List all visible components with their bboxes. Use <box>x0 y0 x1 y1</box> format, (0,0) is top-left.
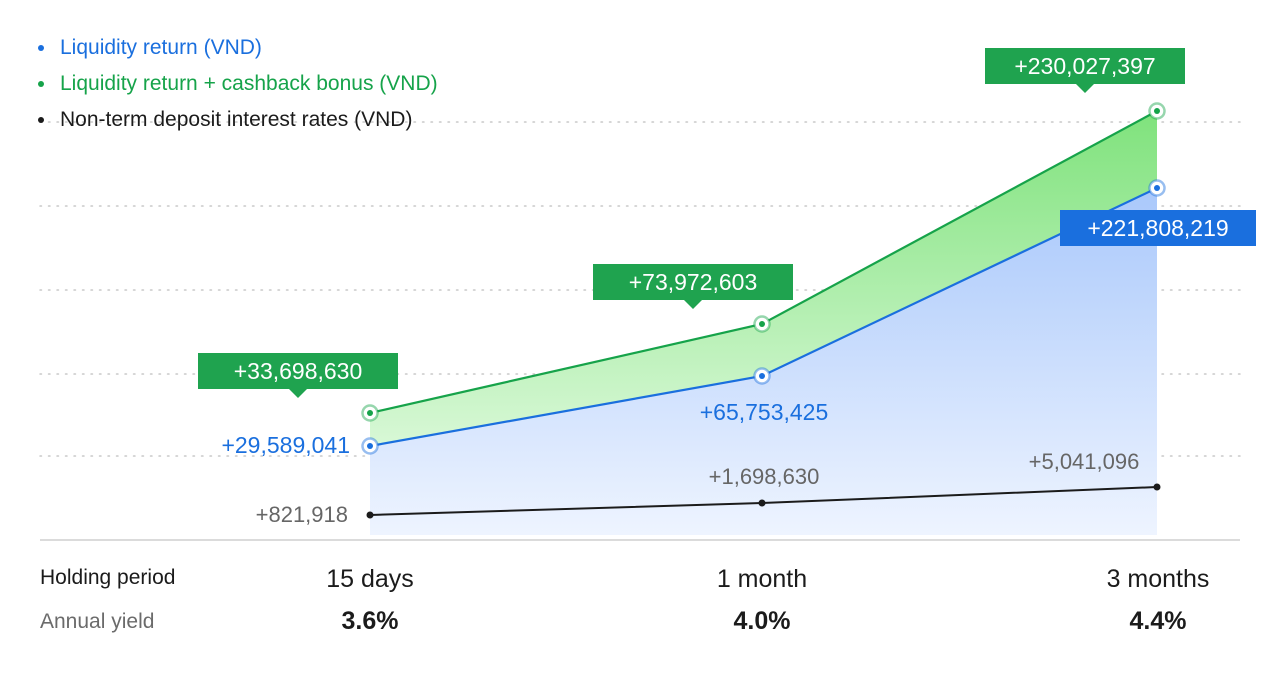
legend-label: Liquidity return (VND) <box>60 36 262 59</box>
point-non-term-1 <box>758 499 766 507</box>
chart-legend: Liquidity return (VND) Liquidity return … <box>38 30 438 138</box>
yield-15-days: 3.6% <box>341 607 399 635</box>
data-label-cashback-15-days-box <box>198 353 398 389</box>
data-label-liquidity-3-months-box <box>1060 210 1256 246</box>
data-label-cashback-1-month-box <box>593 264 793 300</box>
point-non-term-2 <box>1153 483 1161 491</box>
data-label-liquidity-3-months: +221,808,219 <box>1087 215 1228 241</box>
point-cashback-2-center <box>1154 108 1160 114</box>
annual-yield-label: Annual yield <box>40 610 155 633</box>
data-label-cashback-1-month: +73,972,603 <box>629 269 758 295</box>
period-1-month: 1 month <box>716 565 808 593</box>
point-non-term-0 <box>366 511 374 519</box>
data-label-cashback-15-days-pointer <box>289 389 307 398</box>
legend-dot-black <box>38 117 44 123</box>
data-label-non-term-15-days: +821,918 <box>256 502 348 527</box>
area-liquidity-return <box>370 188 1157 535</box>
data-label-cashback-3-months: +230,027,397 <box>1014 53 1155 79</box>
point-liquidity-0-center <box>367 443 373 449</box>
legend-dot-green <box>38 81 44 87</box>
point-cashback-0-center <box>367 410 373 416</box>
holding-period-label: Holding period <box>40 566 176 589</box>
legend-item-non-term: Non-term deposit interest rates (VND) <box>38 102 438 138</box>
legend-item-cashback: Liquidity return + cashback bonus (VND) <box>38 66 438 102</box>
data-label-cashback-1-month-pointer <box>684 300 702 309</box>
data-label-cashback-3-months-box <box>985 48 1185 84</box>
point-cashback-1-center <box>759 321 765 327</box>
legend-item-liquidity-return: Liquidity return (VND) <box>38 30 438 66</box>
data-label-liquidity-15-days: +29,589,041 <box>221 432 350 458</box>
area-cashback-bonus <box>370 111 1157 446</box>
point-liquidity-1-center <box>759 373 765 379</box>
legend-dot-blue <box>38 45 44 51</box>
period-3-months: 3 months <box>1106 565 1210 593</box>
period-15-days: 15 days <box>326 565 414 593</box>
legend-label: Liquidity return + cashback bonus (VND) <box>60 72 438 95</box>
data-label-non-term-3-months: +5,041,096 <box>1029 449 1140 474</box>
yield-1-month: 4.0% <box>733 607 791 635</box>
yield-3-months: 4.4% <box>1129 607 1187 635</box>
data-label-cashback-3-months-pointer <box>1076 84 1094 93</box>
point-liquidity-2-center <box>1154 185 1160 191</box>
data-label-non-term-1-month: +1,698,630 <box>709 464 820 489</box>
data-label-liquidity-1-month: +65,753,425 <box>700 399 829 425</box>
legend-label: Non-term deposit interest rates (VND) <box>60 108 413 131</box>
data-label-cashback-15-days: +33,698,630 <box>234 358 363 384</box>
